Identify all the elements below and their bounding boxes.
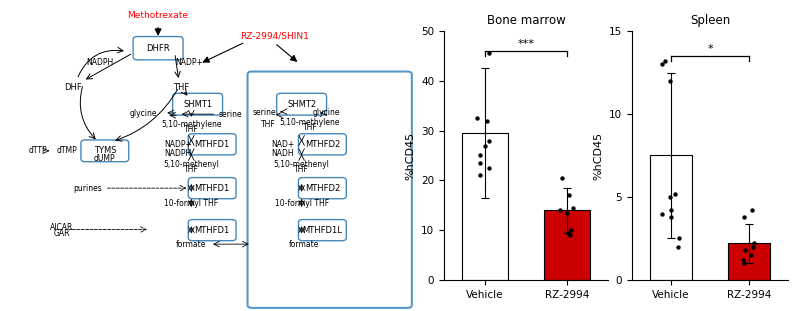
Text: 10-formyl THF: 10-formyl THF [164,199,218,208]
Y-axis label: %hCD45: %hCD45 [406,132,415,179]
Text: MTHFD2: MTHFD2 [305,140,340,149]
FancyBboxPatch shape [277,93,326,115]
Point [655,211,668,216]
Text: MTHFD2: MTHFD2 [305,184,340,193]
Text: DHFR: DHFR [146,44,170,53]
Point [669,191,682,196]
Text: NADP+: NADP+ [164,140,192,149]
Point [663,194,676,199]
Y-axis label: %hCD45: %hCD45 [594,132,603,179]
Point [746,208,758,213]
Point [555,175,568,180]
Text: 5,10-methylene: 5,10-methylene [280,118,340,127]
Text: dTTP: dTTP [28,146,46,155]
Point [563,233,576,238]
Point [658,58,671,63]
Point [473,173,486,178]
Point [738,214,750,219]
Text: NADP+: NADP+ [175,58,203,67]
Text: TYMS: TYMS [94,146,116,155]
Point [673,236,686,241]
Point [562,230,575,235]
Point [664,214,677,219]
Bar [727,244,770,280]
Text: RZ-2994/SHIN1: RZ-2994/SHIN1 [240,31,309,40]
Point [561,210,574,215]
Text: MTHFD1: MTHFD1 [194,184,230,193]
FancyBboxPatch shape [298,134,346,155]
Point [483,165,496,170]
Point [738,248,751,253]
Text: THF: THF [294,165,309,174]
Point [747,241,760,246]
Text: dTMP: dTMP [56,146,77,155]
Text: 5,10-methenyl: 5,10-methenyl [163,160,219,169]
Point [554,208,567,213]
Bar [462,133,507,280]
Point [566,205,579,210]
FancyBboxPatch shape [298,178,346,199]
Point [664,208,677,213]
Text: THF: THF [261,120,276,129]
Text: NADH: NADH [272,150,294,158]
Point [744,253,757,258]
Point [737,258,750,262]
Bar [545,210,590,280]
Point [478,143,491,148]
Text: glycine: glycine [130,109,158,118]
Point [671,244,684,249]
Text: 10-formyl THF: 10-formyl THF [274,199,329,208]
Text: *: * [707,44,713,54]
Text: serine: serine [219,110,242,118]
Point [470,116,483,121]
Text: MTHFD1: MTHFD1 [194,226,230,234]
Text: formate: formate [289,240,319,248]
Point [482,138,495,143]
Bar [650,156,693,280]
Point [664,78,677,83]
Point [563,193,576,198]
FancyBboxPatch shape [188,178,236,199]
Text: 5,10-methenyl: 5,10-methenyl [274,160,330,169]
FancyBboxPatch shape [188,220,236,241]
FancyBboxPatch shape [133,37,183,60]
Text: dUMP: dUMP [93,154,115,163]
Point [565,228,578,233]
FancyBboxPatch shape [298,220,346,241]
Text: THF: THF [173,83,189,91]
Text: NAD+: NAD+ [272,140,295,149]
Text: SHMT2: SHMT2 [287,100,316,109]
Text: glycine: glycine [313,109,340,117]
Point [481,118,494,123]
Text: formate: formate [176,240,206,248]
Title: Bone marrow: Bone marrow [486,14,566,27]
Text: THF: THF [184,165,198,174]
Text: serine: serine [252,109,276,117]
Text: NADPH: NADPH [86,58,114,67]
Point [738,261,750,266]
Text: AICAR: AICAR [50,223,74,231]
Title: Spleen: Spleen [690,14,730,27]
Point [474,153,487,158]
Text: DHF: DHF [64,83,82,91]
Text: THF: THF [302,123,318,132]
Text: MTHFD1L: MTHFD1L [302,226,342,234]
Text: NADPH: NADPH [164,150,191,158]
FancyBboxPatch shape [81,140,129,162]
Text: purines: purines [73,184,102,193]
Text: 5,10-methylene: 5,10-methylene [161,120,222,129]
FancyBboxPatch shape [188,134,236,155]
Point [747,244,760,249]
Text: Methotrexate: Methotrexate [127,11,189,20]
Point [474,160,486,165]
Text: SHMT1: SHMT1 [183,100,212,109]
Text: THF: THF [184,125,198,134]
Text: MTHFD1: MTHFD1 [194,140,230,149]
Point [483,51,496,56]
Point [656,62,669,67]
Text: ***: *** [518,39,534,49]
Text: GAR: GAR [54,230,70,238]
FancyBboxPatch shape [173,93,222,115]
